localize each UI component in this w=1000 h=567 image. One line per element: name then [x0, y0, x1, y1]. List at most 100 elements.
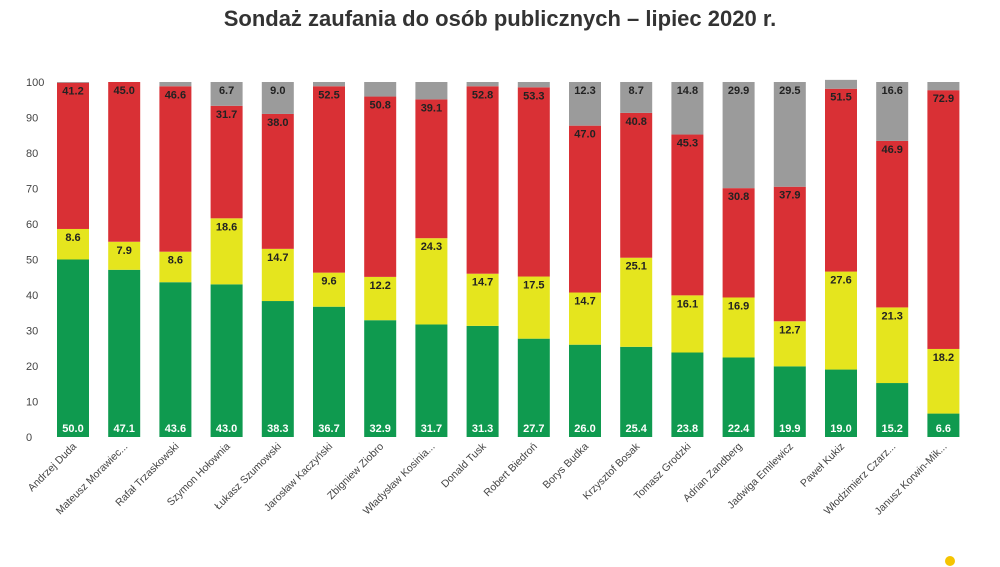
x-tick-label: Andrzej Duda: [26, 441, 80, 495]
bar-segment: [773, 321, 806, 367]
bar-segment: [159, 282, 192, 437]
bar-segment: [364, 96, 397, 277]
bar-segment: [57, 82, 89, 83]
data-label: 29.9: [728, 85, 749, 97]
bar-segment: [620, 82, 653, 113]
data-label: 39.1: [421, 102, 442, 114]
data-label: 8.6: [168, 255, 183, 267]
data-label: 14.7: [574, 296, 595, 308]
data-label: 31.3: [472, 423, 493, 435]
data-label: 53.3: [523, 90, 544, 102]
bar-segment: [876, 82, 909, 141]
bar-segment: [210, 284, 243, 437]
bar-segment: [415, 99, 448, 239]
data-label: 37.9: [779, 190, 800, 202]
data-label: 25.1: [625, 261, 646, 273]
chart-title: Sondaż zaufania do osób publicznych – li…: [223, 6, 777, 31]
bar-segment: [825, 271, 857, 370]
y-tick-label: 30: [26, 326, 38, 338]
bar-segment: [313, 86, 345, 273]
bar-segment: [876, 383, 909, 437]
y-tick-label: 40: [26, 290, 38, 302]
data-label: 32.9: [369, 423, 390, 435]
data-label: 43.0: [216, 423, 237, 435]
data-label: 22.4: [728, 423, 750, 435]
bar-segment: [108, 82, 141, 242]
bar-segment: [364, 82, 397, 97]
data-label: 12.3: [574, 85, 595, 97]
bar-segment: [466, 82, 499, 87]
data-label: 45.3: [677, 138, 698, 150]
bar-segment: [569, 292, 601, 345]
bar-segment: [159, 86, 192, 252]
data-label: 16.6: [881, 85, 902, 97]
data-label: 9.6: [321, 276, 336, 288]
data-label: 50.8: [369, 100, 390, 112]
bar-segment: [671, 82, 704, 135]
bar-segment: [466, 86, 499, 274]
bar-segment: [261, 113, 294, 249]
data-label: 14.7: [267, 252, 288, 264]
data-label: 47.0: [574, 129, 595, 141]
x-tick-label: Borys Budka: [541, 441, 592, 492]
data-label: 23.8: [677, 423, 698, 435]
bar-segment: [876, 140, 909, 308]
data-label: 14.8: [677, 85, 698, 97]
y-tick-label: 50: [26, 255, 38, 267]
y-tick-label: 90: [26, 113, 38, 125]
bar-segment: [466, 273, 499, 326]
data-label: 31.7: [421, 423, 442, 435]
bar-segment: [108, 241, 141, 270]
bar-segment: [671, 352, 704, 437]
bar-segment: [364, 320, 397, 437]
data-label: 25.4: [625, 423, 647, 435]
bar-segment: [876, 307, 909, 384]
bar-segment: [620, 112, 653, 258]
data-label: 50.0: [62, 423, 83, 435]
x-tick-label: Paweł Kukiz: [798, 441, 847, 490]
data-label: 27.6: [830, 275, 851, 287]
data-label: 8.7: [629, 85, 644, 97]
bar-segment: [159, 82, 192, 87]
data-label: 41.2: [62, 86, 83, 98]
data-label: 8.6: [65, 232, 80, 244]
bar-segment: [927, 413, 960, 437]
bar-segment: [517, 82, 550, 88]
bar-segment: [415, 82, 448, 100]
bar-segment: [722, 357, 755, 437]
bar-segment: [569, 125, 601, 293]
data-label: 46.6: [165, 89, 186, 101]
bar-segment: [773, 82, 806, 187]
bar-segment: [364, 276, 397, 321]
data-label: 29.5: [779, 85, 800, 97]
y-tick-label: 60: [26, 219, 38, 231]
bar-segment: [620, 257, 653, 347]
data-label: 6.7: [219, 85, 234, 97]
data-label: 17.5: [523, 280, 544, 292]
bar-segment: [313, 306, 345, 437]
y-tick-label: 70: [26, 184, 38, 196]
bar-segment: [313, 82, 345, 87]
bar-segment: [415, 238, 448, 325]
bar-segment: [825, 88, 857, 272]
bar-segment: [57, 259, 89, 437]
bar-segment: [517, 276, 550, 339]
bar-segment: [773, 186, 806, 322]
data-label: 12.7: [779, 324, 800, 336]
x-tick-label: Robert Biedroń: [481, 441, 540, 500]
data-label: 9.0: [270, 85, 285, 97]
data-label: 26.0: [574, 423, 595, 435]
bar-segment: [569, 82, 601, 126]
data-label: 14.7: [472, 277, 493, 289]
data-label: 30.8: [728, 191, 749, 203]
bar-segment: [57, 228, 89, 260]
y-tick-label: 20: [26, 361, 38, 373]
bar-segment: [569, 344, 601, 437]
data-label: 72.9: [933, 93, 954, 105]
data-label: 31.7: [216, 109, 237, 121]
data-label: 43.6: [165, 423, 186, 435]
y-tick-label: 10: [26, 397, 38, 409]
data-label: 12.2: [369, 280, 390, 292]
data-label: 38.0: [267, 117, 288, 129]
